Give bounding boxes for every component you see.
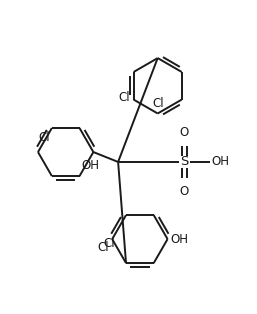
Text: Cl: Cl <box>118 91 130 104</box>
Text: Cl: Cl <box>98 241 109 254</box>
Text: OH: OH <box>171 233 189 246</box>
Text: S: S <box>180 155 189 168</box>
Text: OH: OH <box>211 155 229 168</box>
Text: Cl: Cl <box>38 131 50 144</box>
Text: O: O <box>180 126 189 139</box>
Text: O: O <box>180 185 189 198</box>
Text: Cl: Cl <box>103 237 115 250</box>
Text: OH: OH <box>81 159 99 172</box>
Text: Cl: Cl <box>153 96 164 110</box>
